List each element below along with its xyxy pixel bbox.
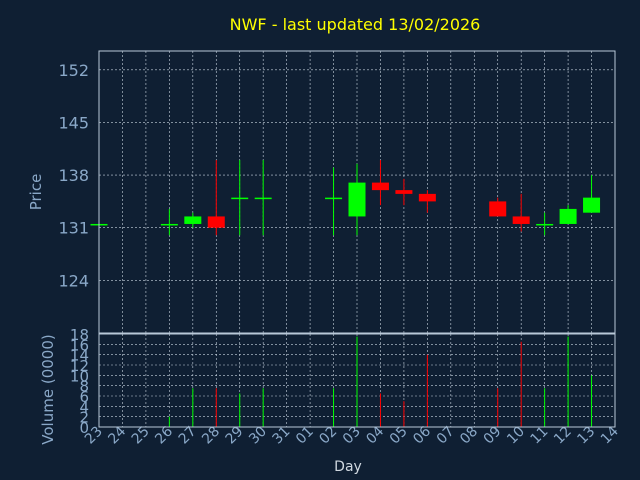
price-tick-label: 124 bbox=[58, 271, 89, 290]
chart-title: NWF - last updated 13/02/2026 bbox=[230, 15, 481, 34]
candle-body bbox=[536, 223, 554, 226]
price-tick-label: 131 bbox=[58, 219, 89, 238]
volume-tick-label: 2 bbox=[79, 409, 89, 427]
candle-body bbox=[160, 223, 178, 226]
candle-body bbox=[207, 216, 225, 228]
volume-tick-label: 14 bbox=[70, 347, 89, 365]
candle-body bbox=[184, 216, 202, 224]
candle-body bbox=[348, 182, 366, 217]
volume-axis-label: Volume (0000) bbox=[39, 334, 57, 444]
price-tick-label: 138 bbox=[58, 166, 89, 185]
volume-panel-frame bbox=[98, 333, 616, 428]
volume-tick-label: 4 bbox=[79, 398, 89, 416]
volume-tick-label: 0 bbox=[79, 419, 89, 437]
candle-body bbox=[231, 197, 249, 200]
candle-body bbox=[418, 193, 436, 202]
price-tick-label: 145 bbox=[58, 113, 89, 132]
candle-body bbox=[325, 197, 343, 200]
x-ticks: 23 24 25 26 27 28 29 30 31 01 02 03 04 05 06 07 08 09 10 11… bbox=[82, 423, 622, 447]
candle-body bbox=[512, 216, 530, 224]
volume-tick-label: 10 bbox=[70, 367, 89, 385]
volume-tick-label: 18 bbox=[70, 326, 89, 344]
volume-tick-label: 16 bbox=[70, 336, 89, 354]
candle-series bbox=[90, 160, 601, 236]
volume-tick-label: 12 bbox=[70, 357, 89, 375]
candle-body bbox=[254, 197, 272, 200]
price-tick-label: 152 bbox=[58, 61, 89, 80]
candle-body bbox=[559, 208, 577, 224]
candle-body bbox=[489, 201, 507, 217]
price-axis-label: Price bbox=[27, 174, 45, 211]
price-panel-frame bbox=[98, 50, 616, 334]
volume-tick-label: 8 bbox=[79, 378, 89, 396]
volume-tick-label: 6 bbox=[79, 388, 89, 406]
volume-series bbox=[168, 336, 593, 427]
x-axis-label: Day bbox=[334, 459, 362, 475]
price-y-ticks: 124 131 138 145 152 bbox=[58, 61, 89, 291]
candle-body bbox=[371, 182, 389, 191]
candle-body bbox=[395, 190, 413, 194]
candle-body bbox=[583, 197, 601, 213]
